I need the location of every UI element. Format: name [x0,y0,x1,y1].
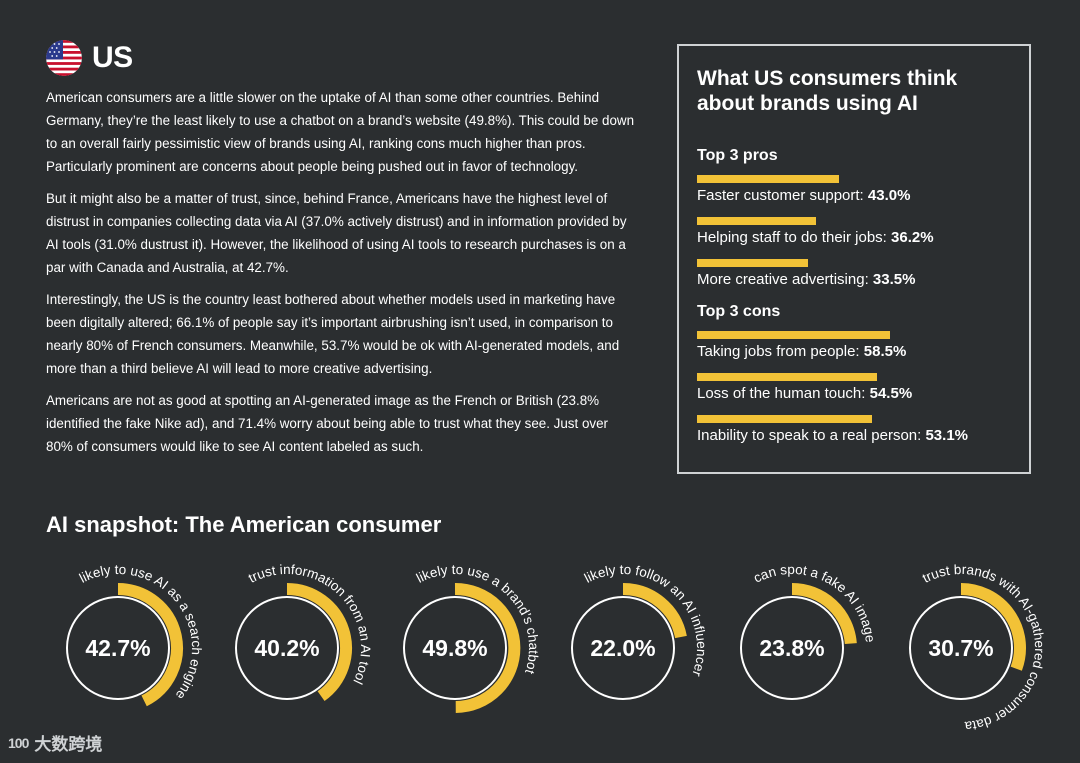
gauge-value: 30.7% [928,635,993,661]
con-item: Inability to speak to a real person: 53.… [697,415,1011,457]
gauge-arc [117,583,183,707]
logo-text: 大数跨境 [34,735,103,754]
gauge-arc [286,583,352,702]
pro-label: Faster customer support: [697,187,868,204]
snapshot-gauge: trust brands with AI-gathered consumer d… [909,562,1046,734]
con-item: Taking jobs from people: 58.5% [697,331,1011,373]
paragraph-3: Interestingly, the US is the country lea… [46,292,620,376]
pros-title: Top 3 pros [697,147,778,164]
gauge-caption-text: likely to follow an AI influencer [582,562,708,679]
con-value: 53.1% [925,427,969,444]
con-bar [697,331,891,339]
pro-label: Helping staff to do their jobs: [697,229,892,246]
paragraph-4: Americans are not as good at spotting an… [46,393,608,454]
us-flag-icon [46,40,82,76]
gauge-arc [960,583,1026,671]
pro-bar [697,175,839,183]
pro-item: Faster customer support: 43.0% [697,175,1011,217]
gauge-ring [740,596,844,700]
cons-title: Top 3 cons [697,303,781,320]
paragraph-2: But it might also be a matter of trust, … [46,191,627,275]
gauge-ring [403,596,507,700]
page-header: US [46,40,133,76]
pros-list: Faster customer support: 43.0% Helping st… [697,175,1011,301]
snapshot-gauges: likely to use AI as a search engine 42.7%… [0,548,1080,748]
gauge-ring [909,596,1013,700]
con-bar [697,415,873,423]
pro-bar [697,259,808,267]
gauge-value: 40.2% [254,635,319,661]
cons-list: Taking jobs from people: 58.5% Loss of th… [697,331,1011,457]
con-label: Inability to speak to a real person: [697,427,926,444]
gauge-value: 49.8% [422,635,487,661]
con-item: Loss of the human touch: 54.5% [697,373,1011,415]
pros-cons-box: What US consumers think about brands usi… [677,44,1031,474]
gauge-value: 23.8% [759,635,824,661]
gauge-value: 22.0% [590,635,655,661]
pro-value: 33.5% [872,271,916,288]
country-title: US [92,41,133,74]
gauge-caption: likely to follow an AI influencer [582,562,708,679]
pro-item: Helping staff to do their jobs: 36.2% [697,217,1011,259]
pro-bar [697,217,817,225]
con-label: Taking jobs from people: [697,343,864,360]
gauge-ring [235,596,339,700]
con-text: Taking jobs from people: 58.5% [697,343,906,360]
gauge-caption: likely to use AI as a search engine [77,562,203,703]
gauge-caption-text: trust information from an AI tool [246,562,372,687]
pro-text: More creative advertising: 33.5% [697,271,915,288]
snapshot-title: AI snapshot: The American consumer [46,512,442,537]
article-body: American consumers are a little slower o… [46,86,636,467]
con-value: 54.5% [869,385,913,402]
con-value: 58.5% [863,343,907,360]
gauge-ring [66,596,170,700]
pro-value: 43.0% [867,187,911,204]
pro-label: More creative advertising: [697,271,873,288]
paragraph-1: American consumers are a little slower o… [46,90,635,174]
con-bar [697,373,877,381]
gauge-arc [454,582,521,713]
con-text: Inability to speak to a real person: 53.… [697,427,968,444]
box-title: What US consumers think about brands usi… [697,67,958,115]
gauge-arc [791,583,857,645]
pro-value: 36.2% [891,229,934,246]
logo-mark: 100 [8,734,29,751]
gauge-ring [571,596,675,700]
gauge-caption: trust information from an AI tool [246,562,372,687]
con-label: Loss of the human touch: [697,385,870,402]
watermark-logo: 100 大数跨境 [8,730,102,755]
gauge-value: 42.7% [85,635,150,661]
gauge-caption-text: likely to use AI as a search engine [77,562,203,703]
pro-text: Faster customer support: 43.0% [697,187,910,204]
gauge-arc [622,583,687,639]
con-text: Loss of the human touch: 54.5% [697,385,912,402]
pro-item: More creative advertising: 33.5% [697,259,1011,301]
pro-text: Helping staff to do their jobs: 36.2% [697,229,934,246]
